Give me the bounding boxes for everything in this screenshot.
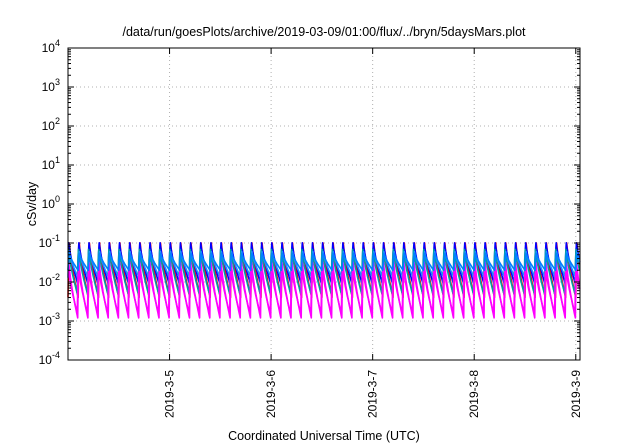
x-tick-label: 2019-3-7 — [366, 370, 380, 418]
y-tick-label: 104 — [42, 38, 60, 55]
y-tick-label: 100 — [42, 194, 60, 211]
chart-title: /data/run/goesPlots/archive/2019-03-09/0… — [122, 25, 526, 39]
x-tick-label: 2019-3-5 — [163, 370, 177, 418]
series-group — [67, 242, 581, 319]
y-tick-label: 103 — [42, 77, 60, 94]
y-tick-label: 10-2 — [39, 272, 60, 289]
x-tick-label: 2019-3-8 — [467, 370, 481, 418]
x-tick-label: 2019-3-9 — [569, 370, 583, 418]
y-tick-label: 10-1 — [39, 233, 60, 250]
x-tick-label: 2019-3-6 — [264, 370, 278, 418]
y-tick-label: 102 — [42, 116, 60, 133]
x-axis: 2019-3-5 2019-3-6 2019-3-7 2019-3-8 2019-3-9 — [163, 48, 583, 418]
y-axis-label: cSv/day — [25, 181, 39, 226]
y-tick-label: 10-4 — [39, 350, 60, 367]
y-axis: 10-4 10-3 10-2 10-1 100 101 102 103 104 — [39, 38, 580, 367]
y-tick-label: 101 — [42, 155, 60, 172]
x-axis-label: Coordinated Universal Time (UTC) — [228, 429, 420, 443]
series-line — [67, 252, 581, 272]
series-line — [67, 267, 581, 314]
y-tick-label: 10-3 — [39, 311, 60, 328]
